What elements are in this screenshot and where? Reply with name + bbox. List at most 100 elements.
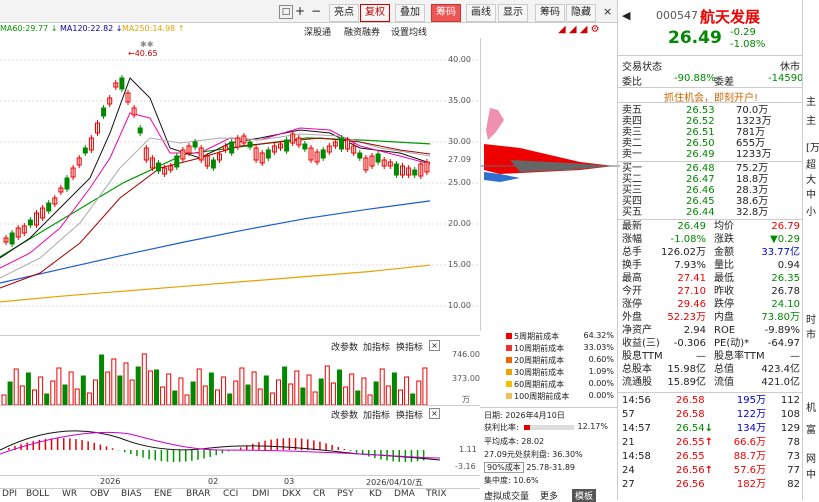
volume-bar xyxy=(313,392,317,405)
high-marker: ←40.65 xyxy=(128,49,158,58)
volume-bar xyxy=(338,370,342,405)
stat-row: 外盘 52.23万 内盘 73.80万 xyxy=(618,312,802,324)
ma60-legend: MA60:29.77 ↓ xyxy=(0,24,57,33)
macd-bar xyxy=(216,450,218,455)
highlight-button[interactable]: 亮点 xyxy=(329,4,359,22)
stat-row: 今开 27.10 昨收 26.78 xyxy=(618,286,802,298)
draw-line-button[interactable]: 画线 xyxy=(466,4,496,22)
edge-label: [万 xyxy=(806,139,819,154)
stat-row: 净资产 2.94 ROE -9.89% xyxy=(618,325,802,337)
volume-bar xyxy=(14,369,18,405)
chip-tab-template[interactable]: 模板 xyxy=(572,489,596,502)
quote-panel: 000547 航天发展 ◀ 26.49 -0.29 -1.08% 交易状态 休市… xyxy=(618,0,802,500)
volume-bar xyxy=(179,378,183,405)
tab-cci[interactable]: CCI xyxy=(223,489,238,499)
macd-bar xyxy=(331,445,333,450)
volume-bar xyxy=(228,394,232,405)
tick-row: 14:57 26.54↓ 134万 129 xyxy=(618,423,802,435)
overlay-button[interactable]: 叠加 xyxy=(395,4,425,22)
tab-kd[interactable]: KD xyxy=(369,489,382,499)
tab-dpi[interactable]: DPI xyxy=(2,489,17,499)
macd-bar xyxy=(130,450,132,454)
macd-bar xyxy=(356,450,358,453)
chips-tab-button[interactable]: 筹码 xyxy=(535,4,565,22)
tab-brar[interactable]: BRAR xyxy=(186,489,210,499)
zoom-out-button[interactable]: − xyxy=(311,4,321,18)
volume-bar xyxy=(289,384,293,405)
macd-bar xyxy=(203,450,205,458)
chip-tab-virtual[interactable]: 虚拟成交量 xyxy=(484,489,529,502)
toolbar-icon-window[interactable]: □ xyxy=(279,5,293,19)
tab-sgt[interactable]: 深股通 xyxy=(304,25,331,38)
macd-close-icon[interactable]: × xyxy=(429,408,440,419)
tab-trix[interactable]: TRIX xyxy=(426,489,447,499)
hide-button[interactable]: 隐藏 xyxy=(566,4,596,22)
volume-bar xyxy=(240,368,244,405)
volume-bar xyxy=(258,389,262,405)
display-button[interactable]: 显示 xyxy=(498,4,528,22)
edge-label: 主 xyxy=(806,93,816,108)
macd-bar xyxy=(264,441,266,450)
volume-bar xyxy=(45,394,49,405)
ma250-legend: MA250:14.98 ↑ xyxy=(122,24,185,33)
volume-bar xyxy=(185,395,189,405)
close-chart-icon[interactable]: × xyxy=(603,5,612,18)
edge-label: 机 xyxy=(806,399,816,414)
macd-bar xyxy=(277,439,279,450)
tab-dkx[interactable]: DKX xyxy=(282,489,301,499)
volume-bar xyxy=(386,386,390,405)
macd-bar xyxy=(252,444,254,450)
edge-label: 时 xyxy=(806,311,816,326)
tab-psy[interactable]: PSY xyxy=(337,489,354,499)
tick-row: 27 26.56 182万 82 xyxy=(618,479,802,491)
stars-marker: ✱✱ xyxy=(140,40,153,49)
tab-ene[interactable]: ENE xyxy=(154,489,172,499)
volume-bar xyxy=(295,371,299,405)
macd-bar xyxy=(161,450,163,461)
edge-label: 富 xyxy=(806,421,816,436)
tab-margin[interactable]: 融资融券 xyxy=(344,25,380,38)
tab-dma[interactable]: DMA xyxy=(394,489,415,499)
volume-bar xyxy=(374,382,378,405)
last-price: 26.49 xyxy=(668,28,722,48)
tab-ma-settings[interactable]: 设置均线 xyxy=(391,25,427,38)
stat-row: 总股本 15.98亿 总值 423.4亿 xyxy=(618,364,802,376)
macd-bar xyxy=(374,450,376,458)
volume-bar xyxy=(350,374,354,405)
macd-bar xyxy=(222,450,224,453)
tab-boll[interactable]: BOLL xyxy=(26,489,49,499)
price-change-pct: -1.08% xyxy=(730,39,765,50)
tab-obv[interactable]: OBV xyxy=(90,489,109,499)
stat-row: 涨幅 -1.08% 涨跌 ▼0.29 xyxy=(618,234,802,246)
macd-bar xyxy=(155,450,157,460)
volume-bar xyxy=(173,391,177,405)
volume-bar xyxy=(2,395,6,405)
edge-label: 主 xyxy=(806,112,816,127)
tick-row: 14:56 26.58 195万 112 xyxy=(618,395,802,407)
chip-toolbar-icons[interactable]: ◢ ◢ ◢ ⚙ xyxy=(558,24,600,35)
tab-wr[interactable]: WR xyxy=(62,489,77,499)
volume-bar xyxy=(100,355,104,405)
macd-bar xyxy=(124,450,126,452)
volume-bar xyxy=(26,373,30,405)
volume-bar xyxy=(75,389,79,405)
volume-bar xyxy=(81,376,85,405)
tab-cr[interactable]: CR xyxy=(313,489,326,499)
date-axis: 2026 02 03 2026/04/10/五 xyxy=(0,477,480,488)
volume-bar xyxy=(405,377,409,405)
chip-tab-more[interactable]: 更多 xyxy=(540,489,558,502)
volume-bar xyxy=(87,393,91,405)
macd-bar xyxy=(167,450,169,462)
macd-bar xyxy=(69,438,71,450)
zoom-in-button[interactable]: + xyxy=(295,4,305,18)
stats-table: 最新 26.49 均价 26.79 涨幅 -1.08% 涨跌 ▼0.29 总手 … xyxy=(618,221,802,391)
tab-bias[interactable]: BIAS xyxy=(121,489,142,499)
stat-row: 总手 126.02万 金额 33.77亿 xyxy=(618,247,802,259)
chips-button[interactable]: 筹码 xyxy=(431,4,461,22)
macd-bar xyxy=(209,450,211,457)
macd-bar xyxy=(368,450,370,457)
adjust-button[interactable]: 复权 xyxy=(360,4,390,22)
volume-bar xyxy=(136,367,140,405)
tab-dmi[interactable]: DMI xyxy=(252,489,269,499)
macd-bar xyxy=(148,450,150,459)
